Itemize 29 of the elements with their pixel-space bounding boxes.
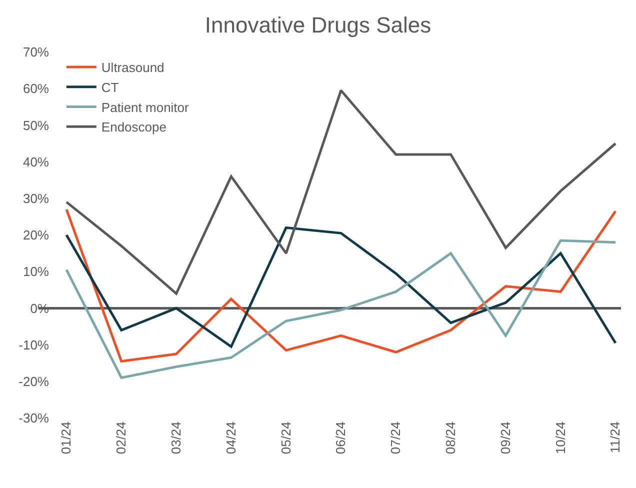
legend-label: Endoscope — [101, 120, 166, 135]
line-series — [65, 208, 617, 363]
x-tick-label: 06/24 — [333, 422, 348, 454]
legend-label: CT — [101, 80, 119, 95]
x-tick-label: 02/24 — [114, 422, 129, 454]
x-tick-label: 05/24 — [278, 422, 294, 454]
chart-title: Innovative Drugs Sales — [204, 12, 432, 38]
x-tick-label: 01/24 — [58, 422, 74, 454]
y-tick-label: 20% — [22, 228, 50, 243]
y-tick-label: 10% — [22, 264, 50, 280]
y-tick-label: -10% — [18, 337, 50, 352]
y-tick-label: 40% — [22, 154, 50, 170]
y-tick-label: 30% — [22, 190, 50, 206]
x-tick-label: 04/24 — [223, 422, 238, 454]
x-tick-label: 08/24 — [443, 422, 458, 454]
x-tick-label: 07/24 — [388, 422, 404, 454]
x-tick-label: 03/24 — [168, 422, 184, 454]
x-tick-label: 11/24 — [608, 422, 623, 454]
x-tick-label: 09/24 — [498, 422, 513, 454]
y-tick-label: -30% — [18, 410, 50, 426]
line-series — [65, 226, 617, 348]
y-tick-label: 50% — [22, 118, 50, 133]
y-tick-label: -20% — [18, 374, 50, 389]
y-tick-label: 70% — [22, 44, 50, 60]
legend-label: Patient monitor — [101, 100, 190, 115]
y-tick-label: 60% — [22, 81, 50, 96]
line-series — [65, 239, 617, 379]
x-tick-label: 10/24 — [552, 422, 568, 454]
legend-label: Ultrasound — [101, 60, 164, 76]
